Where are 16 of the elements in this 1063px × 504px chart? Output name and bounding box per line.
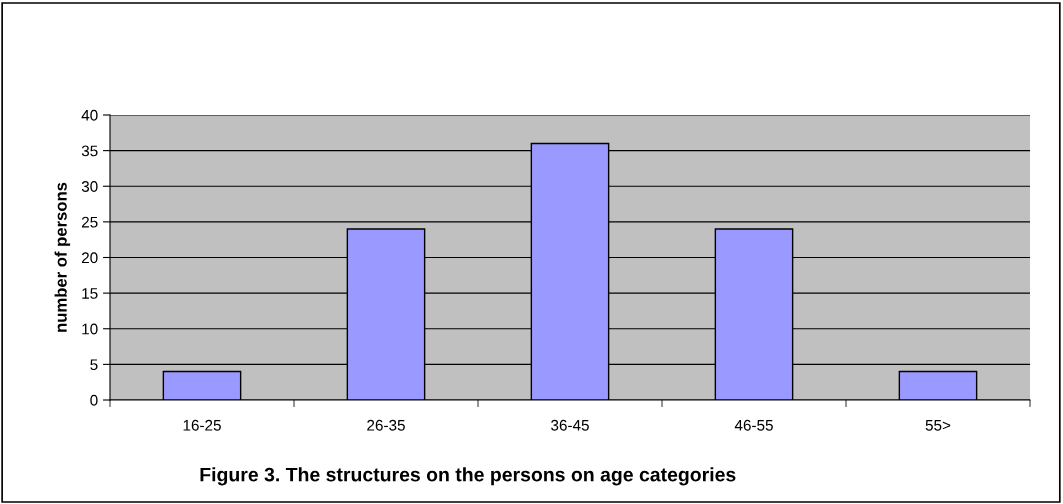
y-tick-label: 40 bbox=[81, 109, 98, 121]
x-tick-label: 36-45 bbox=[551, 419, 589, 431]
y-tick-label: 15 bbox=[82, 288, 98, 299]
x-tick-label: 16-25 bbox=[183, 419, 221, 431]
y-tick-label: 30 bbox=[81, 181, 98, 192]
y-tick-label: 10 bbox=[82, 323, 98, 335]
y-tick-label: 35 bbox=[81, 145, 98, 157]
x-tick-label: 26-35 bbox=[367, 419, 405, 431]
x-tick-label: 46-55 bbox=[734, 419, 773, 431]
text: Figure 3. The structures on the persons on age categories bbox=[200, 467, 736, 486]
y-tick-label: 20 bbox=[81, 252, 98, 264]
y-tick-label: 5 bbox=[90, 359, 98, 371]
y-tick-label: 25 bbox=[81, 216, 98, 228]
y-tick-label: 0 bbox=[90, 394, 98, 406]
x-tick-label: 55> bbox=[925, 420, 951, 431]
y-axis-title: number of persons bbox=[54, 182, 71, 332]
